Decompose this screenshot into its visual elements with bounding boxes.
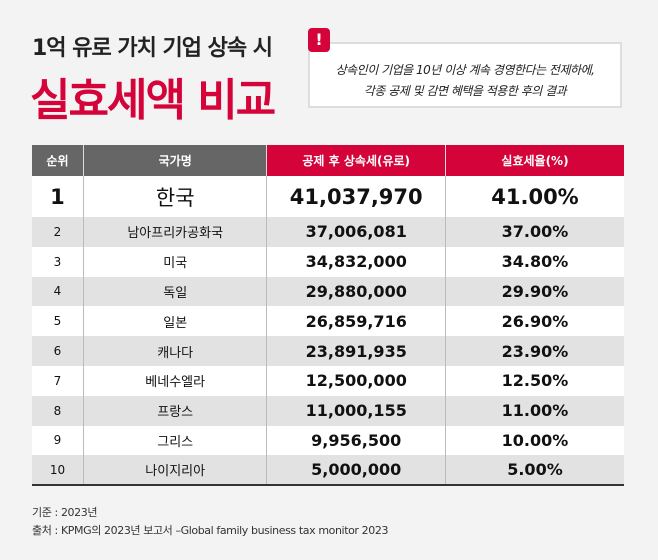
rate-cell: 5.00% [445,455,624,486]
tax-cell: 41,037,970 [266,176,446,217]
rank-cell: 5 [32,306,84,337]
country-cell: 베네수엘라 [83,365,268,396]
tax-cell: 29,880,000 [266,276,446,307]
rank-cell: 9 [32,425,84,456]
rank-cell: 8 [32,395,84,426]
footer-basis: 기준 : 2023년 [32,506,98,519]
rate-cell: 26.90% [445,306,624,337]
country-cell: 미국 [83,246,268,277]
table-row: 10 나이지리아 5,000,000 5.00% [32,455,624,486]
country-cell: 일본 [83,306,268,337]
tax-cell: 37,006,081 [266,217,446,247]
title-line2: 실효세액 비교 [30,75,276,126]
table-row: 7 베네수엘라 12,500,000 12.50% [32,365,624,396]
country-cell: 독일 [83,276,268,307]
country-cell: 나이지리아 [83,455,268,486]
table-row: 5 일본 26,859,716 26.90% [32,306,624,337]
header-tax: 공제 후 상속세(유로) [266,145,446,176]
table-row: 8 프랑스 11,000,155 11.00% [32,395,624,426]
rate-cell: 23.90% [445,336,624,366]
rank-cell: 4 [32,276,84,307]
rate-cell: 12.50% [445,365,624,396]
table-row: 6 캐나다 23,891,935 23.90% [32,336,624,366]
country-cell: 그리스 [83,425,268,456]
rank-cell: 10 [32,455,84,486]
tax-cell: 9,956,500 [266,425,446,456]
rate-cell: 41.00% [445,176,624,217]
rank-cell: 2 [32,217,84,247]
exclamation-icon: ! [308,28,330,52]
rate-cell: 37.00% [445,217,624,247]
tax-cell: 12,500,000 [266,365,446,396]
tax-table: 순위 국가명 공제 후 상속세(유로) 실효세율(%) 1 한국 41,037,97… [32,145,624,486]
note-box: 상속인이 기업을 10년 이상 계속 경영한다는 전제하에, 각종 공제 및 감… [308,42,622,108]
header-country: 국가명 [83,145,268,176]
rate-cell: 34.80% [445,246,624,277]
tax-cell: 34,832,000 [266,246,446,277]
table-row: 1 한국 41,037,970 41.00% [32,176,624,217]
note-line2: 각종 공제 및 감면 혜택을 적용한 후의 결과 [363,84,567,98]
table-row: 4 독일 29,880,000 29.90% [32,276,624,307]
rank-cell: 6 [32,336,84,366]
tax-cell: 5,000,000 [266,455,446,486]
rank-cell: 7 [32,365,84,396]
table-row: 9 그리스 9,956,500 10.00% [32,425,624,456]
header-rate: 실효세율(%) [445,145,624,176]
tax-cell: 23,891,935 [266,336,446,366]
table-row: 2 남아프리카공화국 37,006,081 37.00% [32,217,624,247]
country-cell: 캐나다 [83,336,268,366]
country-cell: 한국 [83,176,268,217]
title-line1: 1억 유로 가치 기업 상속 시 [32,36,273,61]
header-rank: 순위 [32,145,84,176]
rate-cell: 29.90% [445,276,624,307]
rate-cell: 10.00% [445,425,624,456]
note-line1: 상속인이 기업을 10년 이상 계속 경영한다는 전제하에, [335,63,595,77]
tax-cell: 26,859,716 [266,306,446,337]
footer-source: 출처 : KPMG의 2023년 보고서 –Global family busi… [32,524,389,537]
rank-cell: 1 [32,176,84,217]
country-cell: 프랑스 [83,395,268,426]
tax-cell: 11,000,155 [266,395,446,426]
table-row: 3 미국 34,832,000 34.80% [32,246,624,277]
country-cell: 남아프리카공화국 [83,217,268,247]
rank-cell: 3 [32,246,84,277]
rate-cell: 11.00% [445,395,624,426]
